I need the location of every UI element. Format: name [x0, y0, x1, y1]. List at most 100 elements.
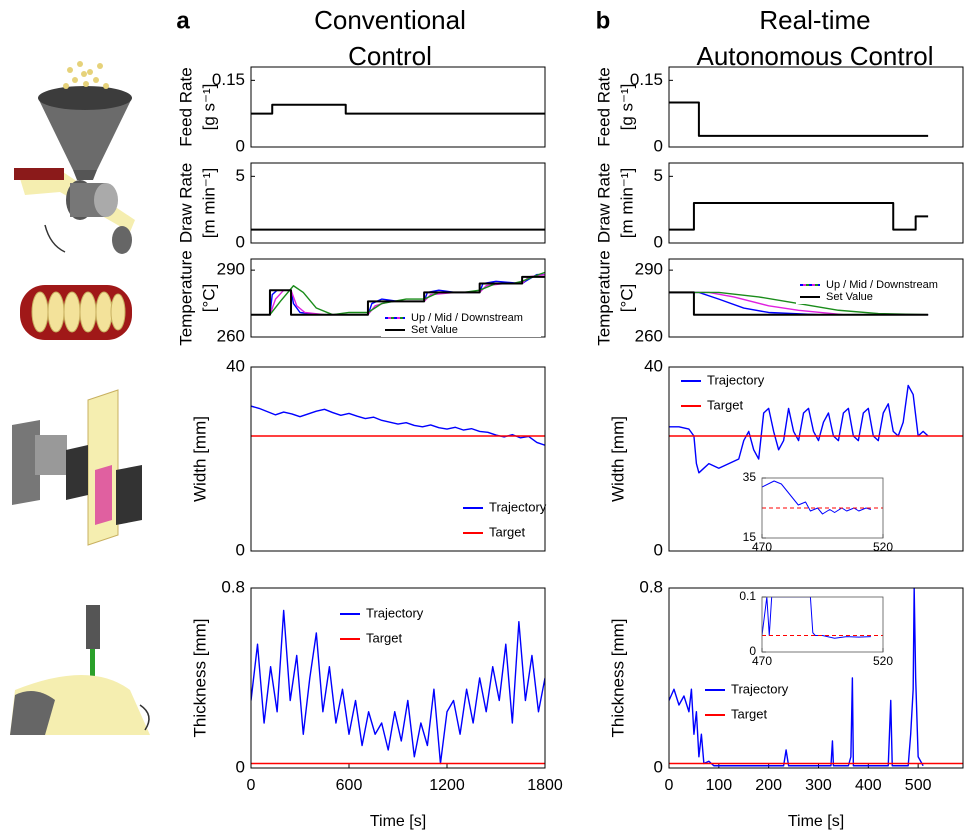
x-tick-label: 100: [705, 777, 732, 794]
axes-frame: [761, 477, 884, 539]
axes-frame: [250, 587, 546, 769]
x-tick-label: 0: [247, 777, 256, 794]
icon-draw-roller: [14, 168, 135, 254]
legend-label: Target: [731, 706, 768, 721]
data-line: [669, 202, 929, 231]
y-axis-label: Temperature: [594, 250, 613, 345]
plot-area: [251, 103, 545, 115]
x-tick-label: 520: [873, 654, 893, 668]
legend-label: Up / Mid / Downstream: [826, 279, 938, 291]
y-tick-label: 260: [217, 326, 245, 345]
plot-area: [762, 480, 883, 515]
icon-thickness-sensor: [10, 605, 150, 735]
axes-frame: [668, 162, 964, 244]
plot-area: [669, 101, 929, 137]
y-tick-label: 0: [236, 757, 245, 776]
x-tick-label: 600: [336, 777, 363, 794]
y-axis-label: [m min⁻¹]: [617, 168, 636, 238]
axes-background: [251, 588, 545, 768]
plot-area: [669, 202, 929, 231]
panel-title: Real-time: [759, 5, 870, 35]
y-tick-label: 0.15: [212, 70, 245, 89]
y-axis-label: [g s⁻¹]: [199, 84, 218, 131]
x-tick-label: 500: [905, 777, 932, 794]
x-axis-label: Time [s]: [788, 813, 844, 830]
y-tick-label: 0: [654, 136, 663, 155]
y-tick-label: 5: [236, 166, 245, 185]
axes-background: [762, 597, 883, 652]
panel-title: Control: [348, 41, 432, 71]
legend-label: Target: [366, 630, 403, 645]
x-tick-label: 1200: [429, 777, 465, 794]
axes-frame: [250, 366, 546, 552]
y-axis-label: Draw Rate: [594, 163, 613, 243]
axes-background: [251, 67, 545, 147]
x-tick-label: 300: [805, 777, 832, 794]
y-tick-label: 0: [749, 644, 756, 658]
legend-label: Trajectory: [366, 605, 424, 620]
axes-frame: [250, 162, 546, 244]
plot-area: [251, 609, 545, 765]
x-axis-label: Time [s]: [370, 813, 426, 830]
icon-feeder: [38, 61, 132, 180]
legend-background: [796, 278, 956, 304]
y-axis-label: Feed Rate: [176, 67, 195, 146]
y-axis-label: Draw Rate: [176, 163, 195, 243]
data-line: [251, 103, 545, 115]
data-line: [251, 609, 545, 765]
x-tick-label: 470: [752, 654, 772, 668]
legend-label: Set Value: [411, 324, 458, 336]
y-tick-label: 0: [236, 232, 245, 251]
data-line: [669, 101, 929, 137]
y-axis-label: Width [mm]: [608, 416, 627, 502]
legend-label: Up / Mid / Downstream: [411, 312, 523, 324]
y-tick-label: 15: [743, 530, 757, 544]
x-tick-label: 400: [855, 777, 882, 794]
y-tick-label: 40: [226, 356, 245, 375]
data-line: [669, 384, 929, 474]
y-axis-label: [°C]: [199, 284, 218, 313]
y-tick-label: 0: [236, 136, 245, 155]
axes-frame: [668, 587, 964, 769]
plot-area: [669, 588, 963, 767]
y-tick-label: 0.15: [630, 70, 663, 89]
y-axis-label: Temperature: [176, 250, 195, 345]
y-tick-label: 0.8: [639, 577, 663, 596]
axes-frame: [668, 258, 964, 338]
data-line: [762, 597, 871, 639]
legend-label: Set Value: [826, 291, 873, 303]
legend-label: Trajectory: [489, 499, 547, 514]
legend-label: Trajectory: [707, 372, 765, 387]
x-tick-label: 200: [755, 777, 782, 794]
axes-background: [669, 67, 963, 147]
y-tick-label: 0: [654, 232, 663, 251]
icon-width-camera: [12, 389, 142, 546]
y-axis-label: [°C]: [617, 284, 636, 313]
plot-area: [251, 405, 545, 446]
y-tick-label: 5: [654, 166, 663, 185]
y-tick-label: 290: [635, 260, 663, 279]
x-tick-label: 470: [752, 540, 772, 554]
x-tick-label: 0: [665, 777, 674, 794]
plot-area: [669, 384, 963, 474]
y-axis-label: Thickness [mm]: [608, 618, 627, 737]
y-axis-label: Width [mm]: [190, 416, 209, 502]
y-axis-label: Feed Rate: [594, 67, 613, 146]
plot-area: [762, 597, 883, 639]
legend-label: Target: [707, 397, 744, 412]
y-axis-label: [g s⁻¹]: [617, 84, 636, 131]
y-tick-label: 0.1: [739, 589, 756, 603]
y-tick-label: 35: [743, 470, 757, 484]
panel-title: Autonomous Control: [696, 41, 933, 71]
data-line: [251, 405, 545, 446]
data-line: [251, 275, 545, 316]
panel-title: Conventional: [314, 5, 466, 35]
axes-frame: [761, 596, 884, 653]
y-tick-label: 0: [654, 540, 663, 559]
legend-background: [381, 311, 541, 337]
plot-area: [251, 271, 545, 316]
y-tick-label: 290: [217, 260, 245, 279]
axes-frame: [668, 366, 964, 552]
